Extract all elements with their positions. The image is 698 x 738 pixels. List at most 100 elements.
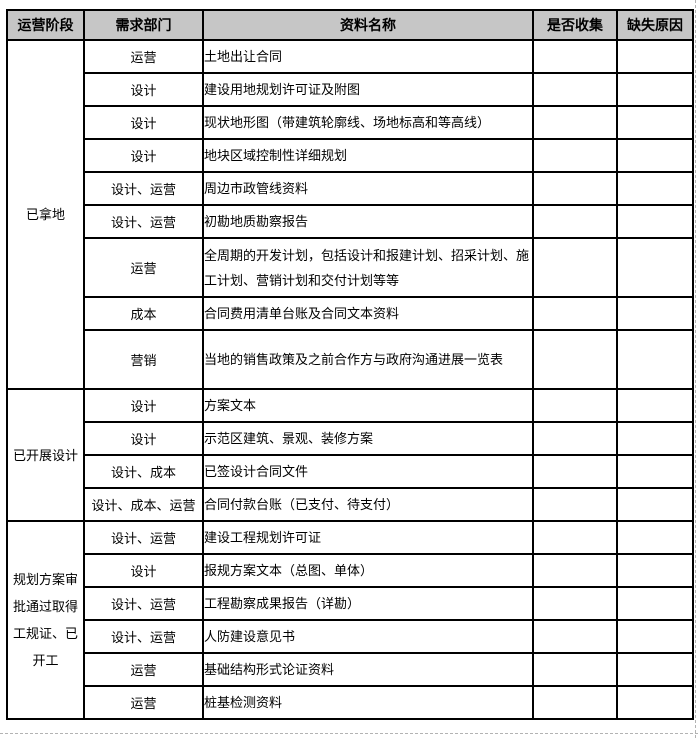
- material-name-cell: 工程勘察成果报告（详勘）: [202, 586, 534, 621]
- dept-cell: 设计: [83, 72, 204, 107]
- dept-cell: 成本: [83, 296, 204, 331]
- reason-cell[interactable]: [616, 586, 694, 621]
- table-row: 已拿地 运营 土地出让合同: [6, 39, 694, 390]
- collected-cell[interactable]: [532, 685, 618, 720]
- table-row: 运营 桩基检测资料: [7, 685, 694, 720]
- collected-cell[interactable]: [532, 329, 618, 390]
- collected-cell[interactable]: [532, 138, 618, 173]
- material-name-cell: 方案文本: [202, 388, 534, 423]
- stage-cell: 规划方案审批通过取得工规证、已开工: [6, 520, 85, 720]
- table-row: 设计、运营 人防建设意见书: [7, 619, 694, 654]
- reason-cell[interactable]: [616, 39, 694, 74]
- collected-cell[interactable]: [532, 586, 618, 621]
- reason-cell[interactable]: [616, 421, 694, 456]
- table-header: 运营阶段 需求部门 资料名称 是否收集 缺失原因: [6, 9, 694, 41]
- dept-cell: 设计、运营: [83, 520, 204, 555]
- collected-cell[interactable]: [532, 520, 618, 555]
- reason-cell[interactable]: [616, 685, 694, 720]
- reason-cell[interactable]: [616, 487, 694, 522]
- dept-cell: 设计、成本: [83, 454, 204, 489]
- materials-checklist-table: 运营阶段 需求部门 资料名称 是否收集 缺失原因 已拿地 运营 土地出让合同 设计 建设用地规划…: [6, 9, 694, 720]
- table-row: 设计、运营 初勘地质勘察报告: [7, 204, 694, 239]
- stage-cell: 已拿地: [6, 39, 85, 390]
- column-header-reason: 缺失原因: [616, 9, 694, 41]
- dept-cell: 运营: [83, 685, 204, 720]
- collected-cell[interactable]: [532, 204, 618, 239]
- reason-cell[interactable]: [616, 652, 694, 687]
- reason-cell[interactable]: [616, 329, 694, 390]
- material-name-cell: 报规方案文本（总图、单体）: [202, 553, 534, 588]
- material-name-cell: 建设工程规划许可证: [202, 520, 534, 555]
- dept-cell: 设计: [83, 105, 204, 140]
- material-name-cell: 土地出让合同: [202, 39, 534, 74]
- reason-cell[interactable]: [616, 553, 694, 588]
- collected-cell[interactable]: [532, 421, 618, 456]
- collected-cell[interactable]: [532, 296, 618, 331]
- table-row: 设计 示范区建筑、景观、装修方案: [7, 421, 694, 456]
- dept-cell: 设计、成本、运营: [83, 487, 204, 522]
- dept-cell: 设计、运营: [83, 204, 204, 239]
- material-name-cell: 地块区域控制性详细规划: [202, 138, 534, 173]
- collected-cell[interactable]: [532, 105, 618, 140]
- material-name-cell: 人防建设意见书: [202, 619, 534, 654]
- table-row: 运营 基础结构形式论证资料: [7, 652, 694, 687]
- collected-cell[interactable]: [532, 553, 618, 588]
- dept-cell: 运营: [83, 237, 204, 298]
- page-break-line-vertical: [695, 0, 696, 738]
- dept-cell: 设计、运营: [83, 619, 204, 654]
- reason-cell[interactable]: [616, 204, 694, 239]
- collected-cell[interactable]: [532, 39, 618, 74]
- table-row: 成本 合同费用清单台账及合同文本资料: [7, 296, 694, 331]
- reason-cell[interactable]: [616, 619, 694, 654]
- reason-cell[interactable]: [616, 454, 694, 489]
- stage-cell: 已开展设计: [6, 388, 85, 522]
- material-name-cell: 现状地形图（带建筑轮廓线、场地标高和等高线）: [202, 105, 534, 140]
- column-header-dept: 需求部门: [83, 9, 204, 41]
- reason-cell[interactable]: [616, 72, 694, 107]
- dept-cell: 设计: [83, 138, 204, 173]
- table-row: 运营 全周期的开发计划，包括设计和报建计划、招采计划、施工计划、营销计划和交付计划…: [7, 237, 694, 298]
- reason-cell[interactable]: [616, 138, 694, 173]
- reason-cell[interactable]: [616, 388, 694, 423]
- table-row: 设计、成本、运营 合同付款台账（已支付、待支付）: [7, 487, 694, 522]
- collected-cell[interactable]: [532, 652, 618, 687]
- material-name-cell: 合同付款台账（已支付、待支付）: [202, 487, 534, 522]
- dept-cell: 设计、运营: [83, 586, 204, 621]
- reason-cell[interactable]: [616, 520, 694, 555]
- table-row: 设计 建设用地规划许可证及附图: [7, 72, 694, 107]
- reason-cell[interactable]: [616, 105, 694, 140]
- dept-cell: 运营: [83, 39, 204, 74]
- dept-cell: 设计: [83, 421, 204, 456]
- material-name-cell: 合同费用清单台账及合同文本资料: [202, 296, 534, 331]
- material-name-cell: 当地的销售政策及之前合作方与政府沟通进展一览表: [202, 329, 534, 390]
- dept-cell: 设计、运营: [83, 171, 204, 206]
- table-row: 设计 地块区域控制性详细规划: [7, 138, 694, 173]
- table-row: 营销 当地的销售政策及之前合作方与政府沟通进展一览表: [7, 329, 694, 390]
- reason-cell[interactable]: [616, 296, 694, 331]
- collected-cell[interactable]: [532, 388, 618, 423]
- material-name-cell: 周边市政管线资料: [202, 171, 534, 206]
- material-name-cell: 建设用地规划许可证及附图: [202, 72, 534, 107]
- dept-cell: 设计: [83, 553, 204, 588]
- material-name-cell: 基础结构形式论证资料: [202, 652, 534, 687]
- table-row: 设计 报规方案文本（总图、单体）: [7, 553, 694, 588]
- collected-cell[interactable]: [532, 454, 618, 489]
- table-row: 设计、运营 周边市政管线资料: [7, 171, 694, 206]
- column-header-name: 资料名称: [202, 9, 534, 41]
- collected-cell[interactable]: [532, 487, 618, 522]
- page-break-line-horizontal: [0, 733, 698, 734]
- table-row: 设计、成本 已签设计合同文件: [7, 454, 694, 489]
- collected-cell[interactable]: [532, 171, 618, 206]
- reason-cell[interactable]: [616, 237, 694, 298]
- material-name-cell: 全周期的开发计划，包括设计和报建计划、招采计划、施工计划、营销计划和交付计划等等: [202, 237, 534, 298]
- material-name-cell: 已签设计合同文件: [202, 454, 534, 489]
- table-body: 已拿地 运营 土地出让合同 设计 建设用地规划许可证及附图 设计 现状地形图（带建筑轮廓线、…: [6, 39, 694, 720]
- collected-cell[interactable]: [532, 72, 618, 107]
- column-header-collected: 是否收集: [532, 9, 618, 41]
- reason-cell[interactable]: [616, 171, 694, 206]
- column-header-stage: 运营阶段: [6, 9, 85, 41]
- dept-cell: 设计: [83, 388, 204, 423]
- collected-cell[interactable]: [532, 237, 618, 298]
- collected-cell[interactable]: [532, 619, 618, 654]
